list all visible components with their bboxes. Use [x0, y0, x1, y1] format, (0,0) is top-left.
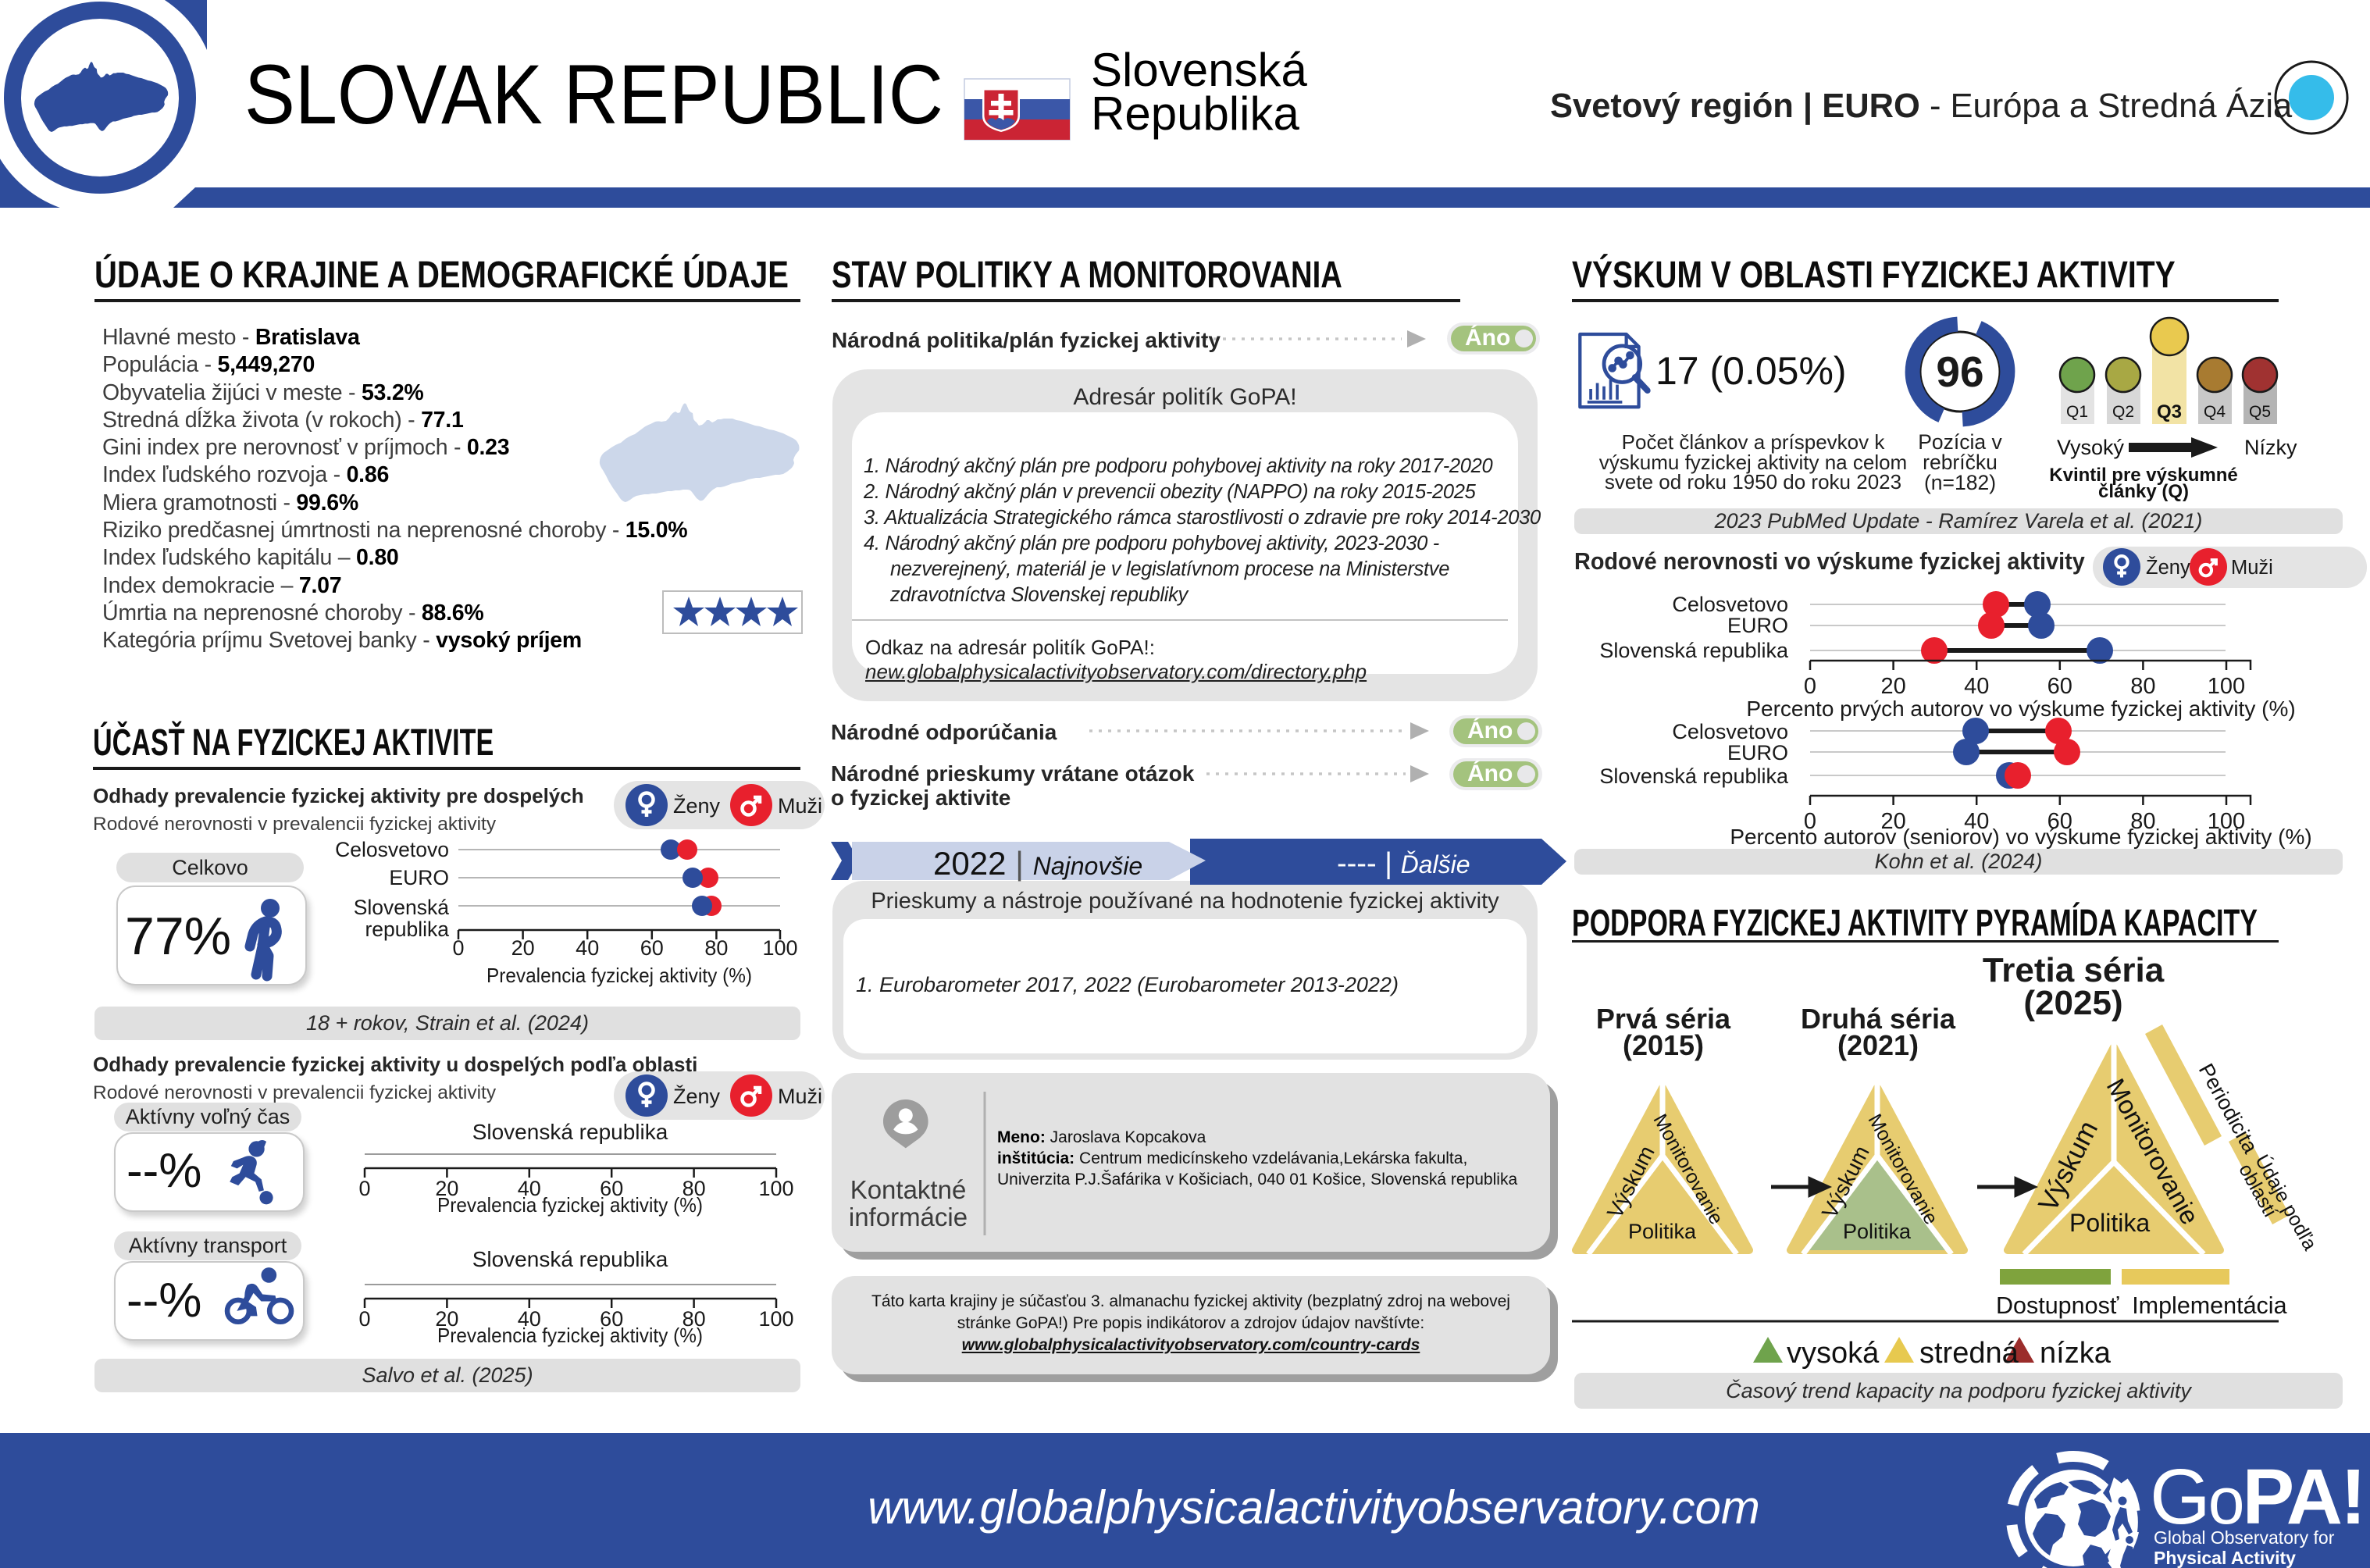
svg-text:Slovenská republika: Slovenská republika	[472, 1120, 668, 1144]
svg-text:Ženy: Ženy	[673, 793, 721, 818]
svg-text:100: 100	[2208, 809, 2245, 834]
svg-text:Q1: Q1	[2066, 403, 2088, 421]
svg-text:100: 100	[762, 936, 797, 960]
svg-text:80: 80	[682, 1307, 706, 1331]
svg-text:60: 60	[600, 1307, 623, 1331]
svg-text:0: 0	[358, 1307, 370, 1331]
svg-text:Prevalencia fyzickej aktivity: Prevalencia fyzickej aktivity (%)	[437, 1193, 703, 1217]
svg-text:Physical Activity: Physical Activity	[2154, 1548, 2296, 1568]
svg-text:40: 40	[1964, 809, 1989, 834]
svg-text:Celosvetovo: Celosvetovo	[1672, 720, 1788, 743]
svg-text:0: 0	[358, 1177, 370, 1200]
svg-text:Percento autorov (seniorov) vo: Percento autorov (seniorov) vo výskume f…	[1730, 825, 2311, 849]
svg-text:20: 20	[511, 936, 535, 960]
svg-text:Celosvetovo: Celosvetovo	[335, 838, 449, 861]
svg-text:20: 20	[1880, 674, 1905, 699]
svg-text:40: 40	[1964, 674, 1989, 699]
svg-text:40: 40	[518, 1307, 541, 1331]
svg-text:40: 40	[518, 1177, 541, 1200]
svg-text:60: 60	[640, 936, 664, 960]
svg-text:republika: republika	[365, 918, 449, 941]
svg-text:100: 100	[758, 1177, 793, 1200]
svg-text:96: 96	[1936, 347, 1983, 396]
svg-text:60: 60	[2047, 674, 2072, 699]
svg-text:60: 60	[600, 1177, 623, 1200]
svg-text:0: 0	[452, 936, 464, 960]
svg-text:100: 100	[2208, 674, 2245, 699]
svg-text:Q3: Q3	[2157, 401, 2182, 422]
svg-text:100: 100	[758, 1307, 793, 1331]
svg-text:Slovenská republika: Slovenská republika	[1599, 764, 1789, 788]
svg-text:Global Observatory for: Global Observatory for	[2154, 1527, 2335, 1548]
svg-text:GoPA!: GoPA!	[2150, 1453, 2364, 1541]
svg-text:Slovenská republika: Slovenská republika	[1599, 639, 1789, 662]
svg-text:EURO: EURO	[389, 866, 449, 889]
svg-text:80: 80	[2130, 809, 2155, 834]
svg-text:Slovenská republika: Slovenská republika	[472, 1247, 668, 1271]
svg-text:Ženy: Ženy	[2146, 556, 2190, 579]
svg-text:20: 20	[435, 1307, 458, 1331]
svg-text:Q2: Q2	[2112, 403, 2134, 421]
svg-text:80: 80	[2130, 674, 2155, 699]
svg-text:EURO: EURO	[1727, 741, 1788, 764]
svg-text:Percento prvých autorov vo výs: Percento prvých autorov vo výskume fyzic…	[1746, 697, 2295, 721]
svg-text:Muži: Muži	[778, 794, 822, 818]
svg-text:Q4: Q4	[2204, 403, 2226, 421]
svg-text:Celosvetovo: Celosvetovo	[1672, 593, 1788, 616]
svg-text:Muži: Muži	[2231, 557, 2273, 579]
svg-text:80: 80	[704, 936, 728, 960]
svg-text:Ženy: Ženy	[673, 1084, 721, 1108]
svg-text:Slovenská: Slovenská	[354, 896, 450, 919]
svg-text:60: 60	[2047, 809, 2072, 834]
svg-text:20: 20	[1880, 809, 1905, 834]
svg-text:0: 0	[1804, 674, 1816, 699]
svg-text:Prevalencia fyzickej aktivity: Prevalencia fyzickej aktivity (%)	[437, 1324, 703, 1347]
svg-text:Prevalencia fyzickej aktivity: Prevalencia fyzickej aktivity (%)	[486, 964, 752, 987]
svg-text:Q5: Q5	[2249, 403, 2271, 421]
svg-text:Muži: Muži	[778, 1085, 822, 1108]
svg-text:0: 0	[1804, 809, 1816, 834]
svg-text:40: 40	[576, 936, 599, 960]
svg-text:80: 80	[682, 1177, 706, 1200]
svg-text:EURO: EURO	[1727, 614, 1788, 637]
svg-text:20: 20	[435, 1177, 458, 1200]
